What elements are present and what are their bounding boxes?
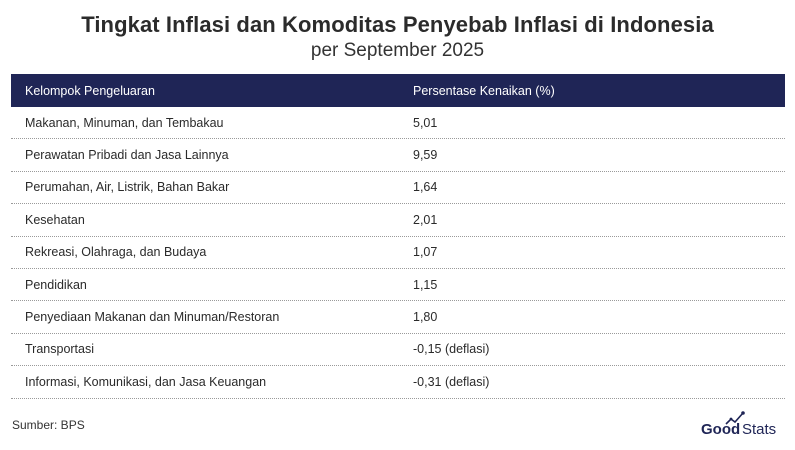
row-category: Penyediaan Makanan dan Minuman/Restoran — [25, 310, 280, 325]
table-row: Transportasi -0,15 (deflasi) — [11, 334, 785, 367]
table-header: Kelompok Pengeluaran Persentase Kenaikan… — [11, 74, 785, 107]
table-row: Informasi, Komunikasi, dan Jasa Keuangan… — [11, 366, 785, 399]
row-value: 1,07 — [413, 245, 438, 260]
row-value: 5,01 — [413, 115, 438, 130]
row-value: -0,15 (deflasi) — [413, 342, 490, 357]
row-category: Informasi, Komunikasi, dan Jasa Keuangan — [25, 374, 267, 389]
chart-arrow-icon — [725, 411, 745, 425]
row-value: -0,31 (deflasi) — [413, 374, 490, 389]
row-value: 1,80 — [413, 310, 438, 325]
row-category: Perumahan, Air, Listrik, Bahan Bakar — [25, 180, 230, 195]
row-value: 1,64 — [413, 180, 438, 195]
row-category: Kesehatan — [25, 212, 85, 227]
table-row: Perumahan, Air, Listrik, Bahan Bakar 1,64 — [11, 172, 785, 205]
row-category: Makanan, Minuman, dan Tembakau — [25, 115, 224, 130]
table-row: Rekreasi, Olahraga, dan Budaya 1,07 — [11, 237, 785, 269]
logo-text-good: Good — [701, 421, 740, 438]
table-row: Makanan, Minuman, dan Tembakau 5,01 — [11, 107, 785, 140]
logo-text-stats: Stats — [742, 421, 776, 438]
source-note: Sumber: BPS — [12, 418, 85, 432]
table-body: Makanan, Minuman, dan Tembakau 5,01 Perawa… — [11, 107, 785, 399]
row-category: Perawatan Pribadi dan Jasa Lainnya — [25, 148, 229, 163]
table-row: Penyediaan Makanan dan Minuman/Restoran 1… — [11, 301, 785, 334]
row-value: 9,59 — [413, 148, 438, 163]
table-row: Kesehatan 2,01 — [11, 204, 785, 237]
row-category: Pendidikan — [25, 277, 87, 292]
row-value: 1,15 — [413, 277, 438, 292]
data-table: Kelompok Pengeluaran Persentase Kenaikan… — [11, 74, 785, 399]
column-header-category: Kelompok Pengeluaran — [25, 83, 155, 98]
row-category: Transportasi — [25, 342, 95, 357]
table-row: Pendidikan 1,15 — [11, 269, 785, 302]
table-row: Perawatan Pribadi dan Jasa Lainnya 9,59 — [11, 139, 785, 172]
page-subtitle: per September 2025 — [310, 40, 485, 61]
row-value: 2,01 — [413, 212, 438, 227]
goodstats-logo: Good Stats — [701, 411, 776, 438]
column-header-value: Persentase Kenaikan (%) — [413, 83, 555, 98]
page-title: Tingkat Inflasi dan Komoditas Penyebab I… — [81, 12, 714, 37]
row-category: Rekreasi, Olahraga, dan Budaya — [25, 245, 207, 260]
